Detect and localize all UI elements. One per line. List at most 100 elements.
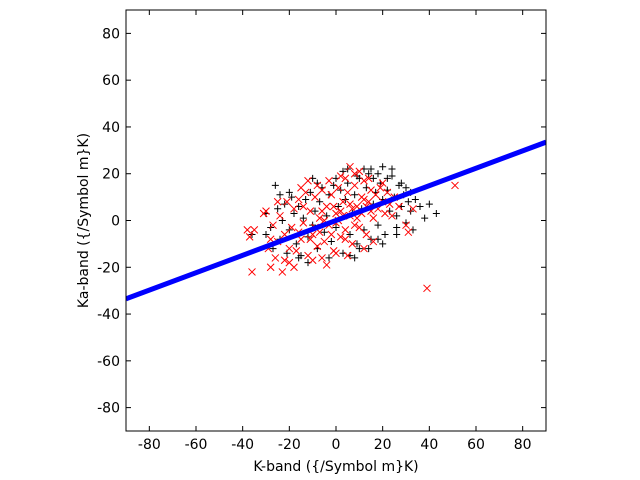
cross-point xyxy=(395,202,403,211)
cross-point xyxy=(336,172,345,180)
cross-point xyxy=(371,190,380,199)
y-tick-label: 20 xyxy=(102,167,120,183)
cross-point xyxy=(378,179,387,187)
plus-point xyxy=(367,165,375,173)
cross-point xyxy=(332,209,340,218)
plus-point xyxy=(285,188,293,196)
cross-point xyxy=(311,193,319,201)
cross-point xyxy=(276,211,284,220)
fit-line xyxy=(126,139,546,302)
series-1 xyxy=(243,162,459,293)
plus-point xyxy=(346,231,354,239)
cross-point xyxy=(278,268,287,276)
x-tick-label: 20 xyxy=(374,437,392,453)
plus-point xyxy=(332,224,340,232)
cross-point xyxy=(350,221,359,230)
plus-point xyxy=(276,191,284,199)
cross-point xyxy=(327,230,336,239)
cross-point xyxy=(315,214,324,223)
y-tick-label: -20 xyxy=(97,260,120,276)
cross-point xyxy=(343,251,352,260)
x-tick-label: 40 xyxy=(420,437,438,453)
cross-point xyxy=(350,169,359,178)
cross-point xyxy=(348,240,357,248)
plus-point xyxy=(271,181,279,189)
cross-point xyxy=(320,237,329,246)
plus-point xyxy=(369,174,377,182)
cross-point xyxy=(308,256,317,265)
cross-point xyxy=(404,228,413,237)
cross-point xyxy=(369,237,378,246)
plus-point xyxy=(421,214,429,222)
cross-point xyxy=(332,249,340,258)
plus-point xyxy=(306,188,314,196)
plus-point xyxy=(365,245,373,253)
cross-point xyxy=(381,209,389,218)
cross-point xyxy=(306,207,315,215)
cross-point xyxy=(369,214,378,223)
cross-point xyxy=(402,221,410,230)
plus-point xyxy=(327,238,335,246)
cross-point xyxy=(248,268,256,276)
cross-point xyxy=(451,181,459,190)
plot-series-group xyxy=(126,139,546,302)
cross-point xyxy=(355,223,364,232)
x-tick-label: 0 xyxy=(332,437,341,453)
cross-point xyxy=(346,162,354,171)
plus-point xyxy=(365,170,373,178)
cross-point xyxy=(313,181,322,190)
cross-point xyxy=(287,223,296,232)
cross-point xyxy=(343,188,352,197)
cross-point xyxy=(360,176,368,185)
x-tick-label: -20 xyxy=(278,437,301,453)
plus-point xyxy=(353,240,361,248)
cross-point xyxy=(283,197,291,206)
x-tick-label: 60 xyxy=(467,437,485,453)
x-tick-label: -60 xyxy=(185,437,208,453)
plus-point xyxy=(292,240,300,248)
cross-point xyxy=(360,244,368,253)
cross-point xyxy=(388,211,396,220)
plus-point xyxy=(320,228,328,236)
y-tick-label: -60 xyxy=(97,354,120,370)
cross-point xyxy=(269,221,277,230)
cross-point xyxy=(243,226,252,234)
plus-point xyxy=(379,163,387,171)
plus-point xyxy=(290,209,298,217)
cross-point xyxy=(336,207,345,215)
plus-point xyxy=(432,209,440,217)
cross-point xyxy=(350,181,359,190)
cross-point xyxy=(355,167,364,176)
plus-point xyxy=(374,170,382,178)
cross-point xyxy=(290,263,298,272)
y-tick-label: 60 xyxy=(102,73,120,89)
plus-point xyxy=(351,254,359,262)
plus-point xyxy=(416,202,424,210)
cross-point xyxy=(262,207,270,215)
plus-point xyxy=(404,198,412,206)
plus-point xyxy=(425,200,433,208)
plus-point xyxy=(311,207,319,215)
plot-marks xyxy=(126,139,546,302)
plus-point xyxy=(288,193,296,201)
cross-point xyxy=(327,190,336,199)
cross-point xyxy=(322,261,331,269)
cross-point xyxy=(409,204,417,213)
plus-point xyxy=(316,198,324,206)
cross-point xyxy=(299,218,308,227)
cross-point xyxy=(364,197,373,206)
plus-point xyxy=(274,205,282,213)
plus-point xyxy=(325,254,333,262)
cross-point xyxy=(318,254,326,262)
plus-point xyxy=(402,184,410,192)
plus-point xyxy=(302,195,310,203)
cross-point xyxy=(292,247,301,255)
x-axis-label: K-band ({/Symbol m}K) xyxy=(253,459,418,475)
cross-point xyxy=(364,174,373,183)
x-tick-label: -80 xyxy=(138,437,161,453)
cross-point xyxy=(341,226,350,234)
cross-point xyxy=(273,197,282,206)
y-tick-label: -40 xyxy=(97,307,120,323)
plus-point xyxy=(411,195,419,203)
